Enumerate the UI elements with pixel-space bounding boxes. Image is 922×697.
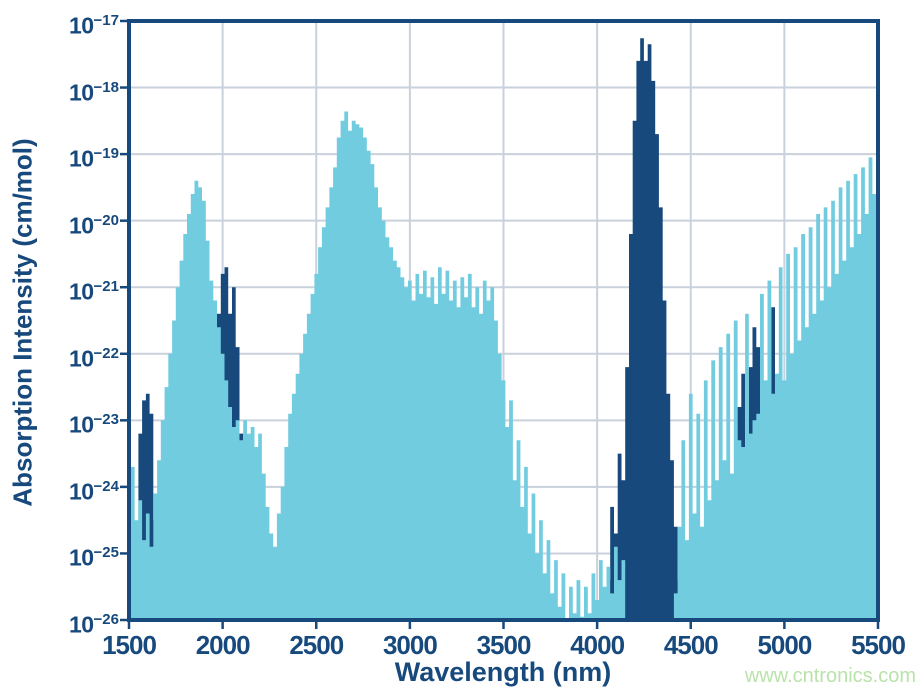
plot-frame bbox=[127, 19, 880, 622]
x-tick-label-1500: 1500 bbox=[102, 630, 157, 660]
x-tick-label-2000: 2000 bbox=[195, 630, 251, 660]
y-tick-label-1e-17: 10−17 bbox=[68, 12, 119, 39]
y-tick-label-1e-26: 10−26 bbox=[68, 611, 119, 638]
y-tick-label-1e-22: 10−22 bbox=[68, 344, 119, 372]
x-tick-label-4000: 4000 bbox=[570, 630, 625, 660]
watermark: www.cntronics.com bbox=[744, 665, 916, 687]
y-tick-label-1e-18: 10−18 bbox=[68, 78, 119, 106]
axis-ticks bbox=[120, 19, 880, 629]
y-axis-title: Absorption Intensity (cm/mol) bbox=[7, 138, 38, 507]
x-tick-label-5500: 5500 bbox=[851, 630, 906, 660]
x-tick-label-3500: 3500 bbox=[476, 630, 532, 660]
x-tick-label-4500: 4500 bbox=[663, 630, 719, 660]
y-tick-label-1e-20: 10−20 bbox=[68, 211, 119, 239]
y-tick-label-1e-23: 10−23 bbox=[68, 411, 119, 438]
y-tick-label-1e-21: 10−21 bbox=[68, 278, 119, 305]
y-tick-label-1e-19: 10−19 bbox=[68, 145, 119, 172]
x-tick-label-5000: 5000 bbox=[757, 630, 812, 660]
x-tick-label-2500: 2500 bbox=[289, 630, 344, 660]
light-blue-spectrum-area bbox=[129, 111, 878, 620]
x-tick-label-3000: 3000 bbox=[382, 630, 438, 660]
x-axis-title: Wavelength (nm) bbox=[394, 657, 612, 687]
y-tick-label-1e-25: 10−25 bbox=[68, 544, 119, 572]
y-tick-label-1e-24: 10−24 bbox=[68, 477, 119, 505]
